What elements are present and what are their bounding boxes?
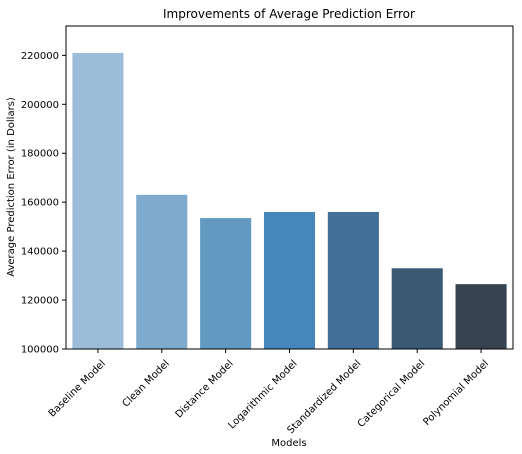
x-axis-ticks: Baseline Model Clean Model Distance ModelL… [47,349,491,436]
x-tick-label: Polynomial Model [421,358,491,428]
x-tick-label: Baseline Model [47,358,108,419]
bar-polynomial-model [455,284,507,349]
x-tick-label: Distance Model [174,358,236,420]
bar-distance-model [200,218,252,349]
y-tick-label: 120000 [21,296,59,307]
bar-clean-model [136,194,188,349]
bar-logarithmic-model [263,211,316,349]
bar-standardized-model [327,211,379,349]
y-tick-label: 160000 [21,198,59,209]
x-tick-label: Standardized Model [285,358,363,436]
x-tick-label: Clean Model [121,358,172,409]
x-axis-label: Models [271,438,306,449]
x-tick-label: Logarithmic Model [226,358,299,431]
bars-group [72,52,507,350]
y-tick-label: 200000 [21,100,59,111]
bar-baseline-model [72,52,124,350]
chart-title: Improvements of Average Prediction Error [163,7,415,21]
y-tick-label: 140000 [21,247,59,258]
y-tick-label: 220000 [21,51,59,62]
y-tick-label: 180000 [21,149,59,160]
y-axis-ticks: 100000 120000 140000 160000 180000 200000 2200… [21,51,66,356]
x-tick-label: Categorical Model [356,358,428,430]
y-axis-label: Average Prediction Error (in Dollars) [6,97,17,277]
bar-categorical-model [391,268,443,349]
y-tick-label: 100000 [21,345,59,356]
